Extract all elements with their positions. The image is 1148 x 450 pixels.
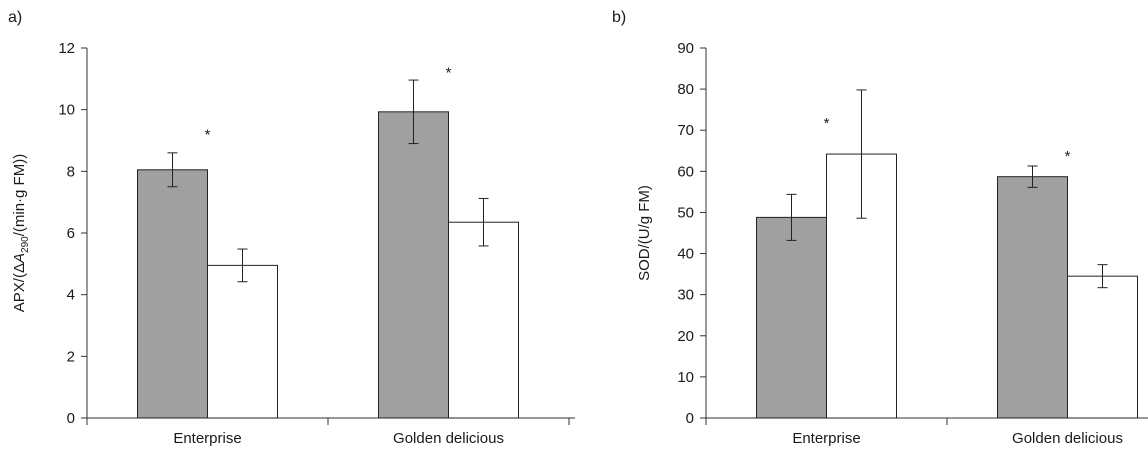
y-tick-label: 90 <box>677 40 694 57</box>
panel-label: a) <box>8 9 22 26</box>
category-label: Enterprise <box>792 430 860 447</box>
y-tick-label: 20 <box>677 328 694 345</box>
y-tick-label: 0 <box>67 410 75 427</box>
bar-golden-delicious-series-2 <box>1067 275 1138 419</box>
category-label: Golden delicious <box>1012 430 1123 447</box>
y-tick-label: 30 <box>677 287 694 304</box>
y-tick-label: 10 <box>677 369 694 386</box>
significance-marker: * <box>1065 148 1071 165</box>
chart-panel-1: a) 0 2 4 6 8 10 12 Enterprise Golden delicious * * A… <box>8 9 575 447</box>
y-tick-label: 12 <box>58 40 75 57</box>
y-tick-label: 70 <box>677 122 694 139</box>
y-tick-label: 0 <box>686 410 694 427</box>
y-tick-label: 80 <box>677 81 694 98</box>
bar-golden-delicious-series-1 <box>997 176 1068 419</box>
significance-marker: * <box>205 126 211 143</box>
y-tick-label: 40 <box>677 246 694 263</box>
significance-marker: * <box>446 65 452 82</box>
chart-panel-2: b) 0 10 20 30 40 50 60 70 80 90 Enterprise Golden de… <box>612 9 1148 447</box>
category-label: Enterprise <box>173 430 241 447</box>
y-tick-label: 6 <box>67 225 75 242</box>
bar-enterprise-series-2 <box>207 264 278 419</box>
bar-enterprise-series-1 <box>137 169 208 419</box>
bar-enterprise-series-1 <box>756 216 827 419</box>
bar-golden-delicious-series-2 <box>448 221 519 419</box>
bar-golden-delicious-series-1 <box>378 111 449 419</box>
y-axis-label: SOD/(U/g FM) <box>636 185 653 281</box>
y-tick-label: 50 <box>677 204 694 221</box>
y-tick-label: 8 <box>67 163 75 180</box>
y-tick-label: 10 <box>58 102 75 119</box>
y-tick-label: 60 <box>677 163 694 180</box>
y-tick-label: 4 <box>67 287 75 304</box>
y-tick-label: 2 <box>67 348 75 365</box>
panel-label: b) <box>612 9 626 26</box>
y-axis-label: APX/(ΔA290/(min·g FM)) <box>11 154 31 312</box>
category-label: Golden delicious <box>393 430 504 447</box>
significance-marker: * <box>824 115 830 132</box>
